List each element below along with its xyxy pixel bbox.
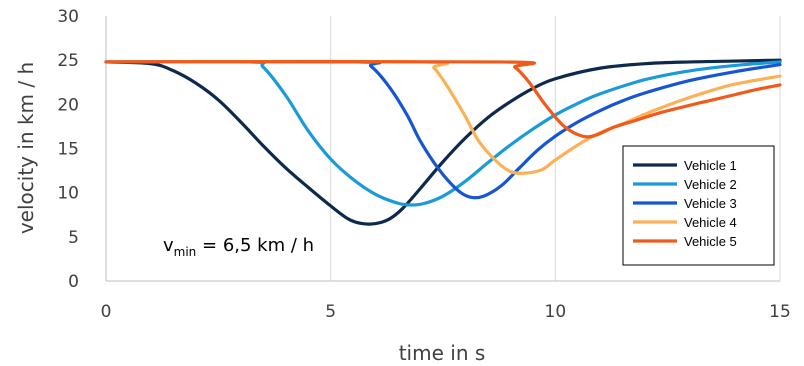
y-tick-label: 0	[68, 272, 79, 292]
series-line-vehicle-4	[104, 59, 782, 175]
ticks-layer: 0 5 10 15 20 25 30 0 5 10 15	[57, 7, 790, 322]
x-tick-label: 15	[769, 302, 791, 322]
y-tick-label: 20	[57, 95, 79, 115]
y-axis-title: velocity in km / h	[14, 62, 38, 234]
legend-label-vehicle-2: Vehicle 2	[684, 177, 737, 192]
x-tick-label: 0	[101, 302, 112, 322]
y-tick-label: 25	[57, 51, 79, 71]
series-line-vehicle-2	[104, 59, 782, 207]
x-tick-label: 5	[325, 302, 336, 322]
y-tick-label: 30	[57, 7, 79, 27]
x-tick-label: 10	[545, 302, 567, 322]
y-tick-label: 5	[68, 228, 79, 248]
legend-label-vehicle-5: Vehicle 5	[684, 234, 737, 249]
x-axis-title: time in s	[399, 341, 486, 365]
y-tick-label: 10	[57, 184, 79, 204]
vmin-annotation-sub: min	[174, 245, 197, 259]
vmin-annotation-value: = 6,5 km / h	[196, 235, 314, 256]
series-layer	[104, 58, 782, 226]
series-line-vehicle-5	[104, 59, 782, 139]
legend-label-vehicle-4: Vehicle 4	[684, 215, 737, 230]
legend-label-vehicle-1: Vehicle 1	[684, 158, 737, 173]
series-line-vehicle-3	[104, 60, 782, 200]
legend-items: Vehicle 1 Vehicle 2 Vehicle 3 Vehicle 4 Vehi…	[633, 158, 737, 249]
legend: Vehicle 1 Vehicle 2 Vehicle 3 Vehicle 4 Vehi…	[622, 145, 775, 266]
vmin-annotation-base: v	[163, 235, 174, 256]
y-tick-label: 15	[57, 140, 79, 160]
series-line-vehicle-1	[104, 58, 782, 226]
vmin-annotation: vmin = 6,5 km / h	[163, 235, 314, 259]
legend-label-vehicle-3: Vehicle 3	[684, 196, 737, 211]
